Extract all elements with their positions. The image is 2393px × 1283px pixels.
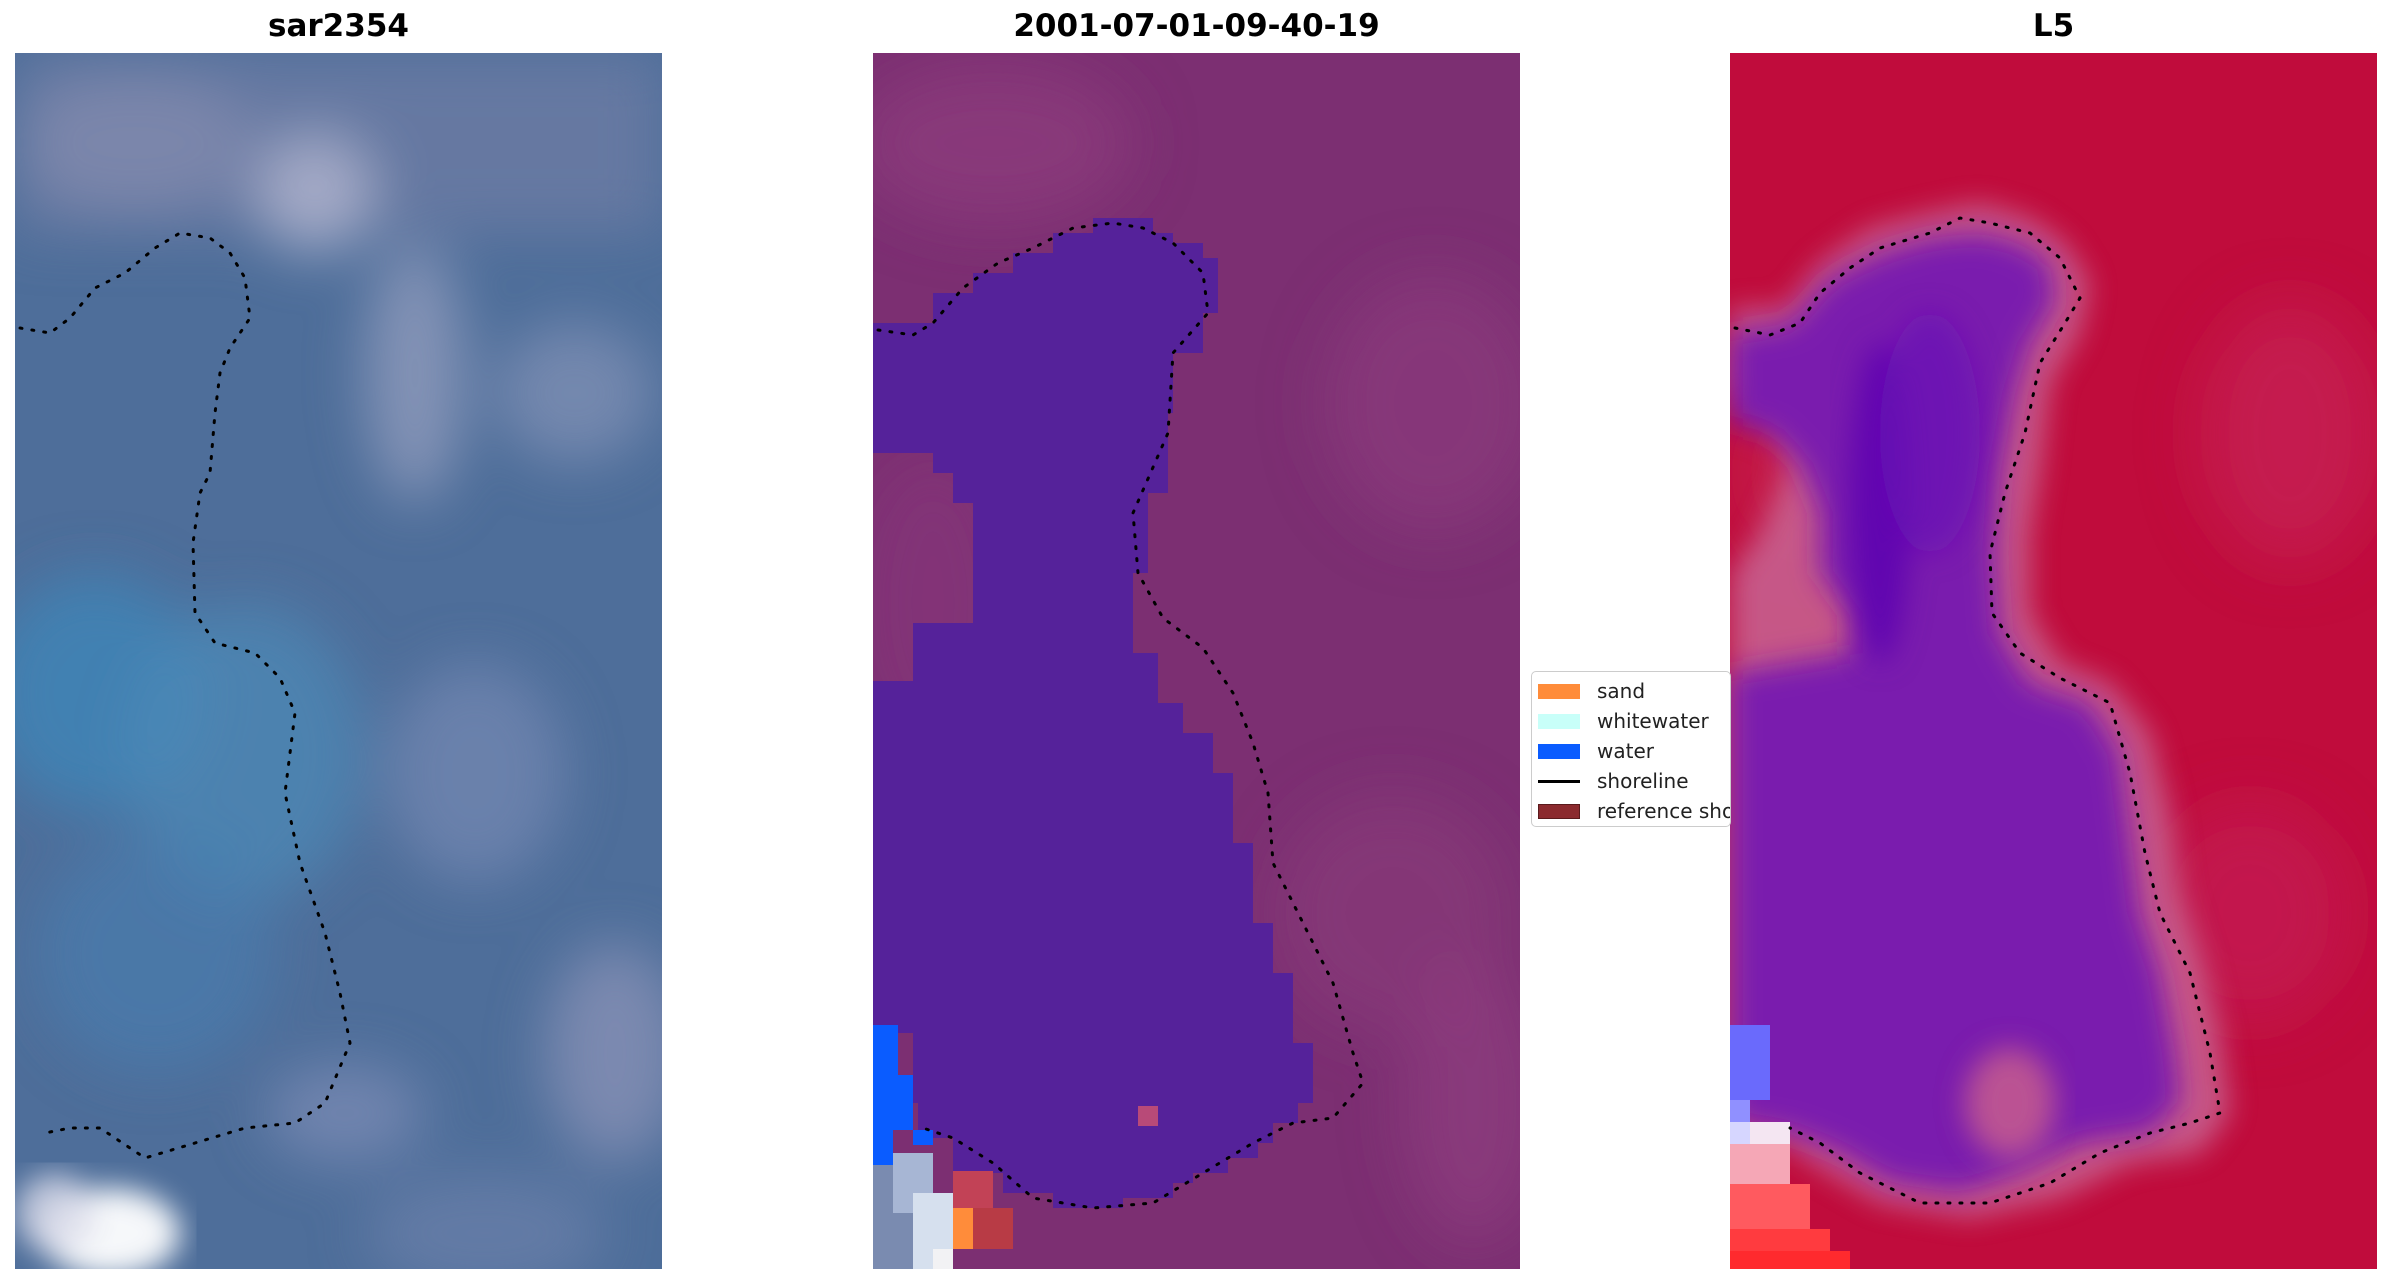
- legend-label: sand: [1597, 679, 1646, 703]
- shoreline-dots-sar: [18, 231, 352, 1160]
- legend-item-whitewater: whitewater: [1532, 706, 1730, 736]
- legend-label: water: [1597, 739, 1654, 763]
- lake-region: [873, 218, 1313, 1208]
- water-patch-index: [1730, 1025, 1770, 1100]
- shoreline-dots-classified: [876, 221, 1365, 1210]
- legend-item-shoreline: shoreline: [1532, 766, 1730, 796]
- legend-item-reference-shoreline: reference shoreline: [1532, 796, 1730, 826]
- classified-image: [873, 53, 1520, 1269]
- water-patch: [873, 1025, 898, 1075]
- legend-label: whitewater: [1597, 709, 1709, 733]
- legend-item-sand: sand: [1532, 676, 1730, 706]
- sand-swatch: [1538, 683, 1580, 699]
- whitewater-swatch: [1538, 713, 1580, 729]
- reference-shoreline-swatch: [1538, 803, 1580, 819]
- legend-label: reference shoreline: [1597, 799, 1730, 823]
- index-image-panel: [1730, 53, 2377, 1269]
- shoreline-line-swatch: [1538, 779, 1580, 783]
- legend-label: shoreline: [1597, 769, 1689, 793]
- reference-shoreline-patch: [973, 1208, 1013, 1249]
- index-panel-title: L5: [2032, 8, 2075, 44]
- sar-image-panel: [15, 53, 662, 1269]
- sar-panel-title: sar2354: [268, 8, 409, 44]
- legend: sand whitewater water shoreline referenc…: [1531, 671, 1731, 827]
- index-image: [1730, 53, 2377, 1269]
- classified-panel-title: 2001-07-01-09-40-19: [1013, 8, 1380, 44]
- sand-patch: [953, 1208, 973, 1249]
- legend-item-water: water: [1532, 736, 1730, 766]
- classified-image-panel: [873, 53, 1520, 1269]
- sar-image: [15, 53, 662, 1269]
- lake-index-region: [1730, 233, 2180, 1193]
- water-swatch: [1538, 743, 1580, 759]
